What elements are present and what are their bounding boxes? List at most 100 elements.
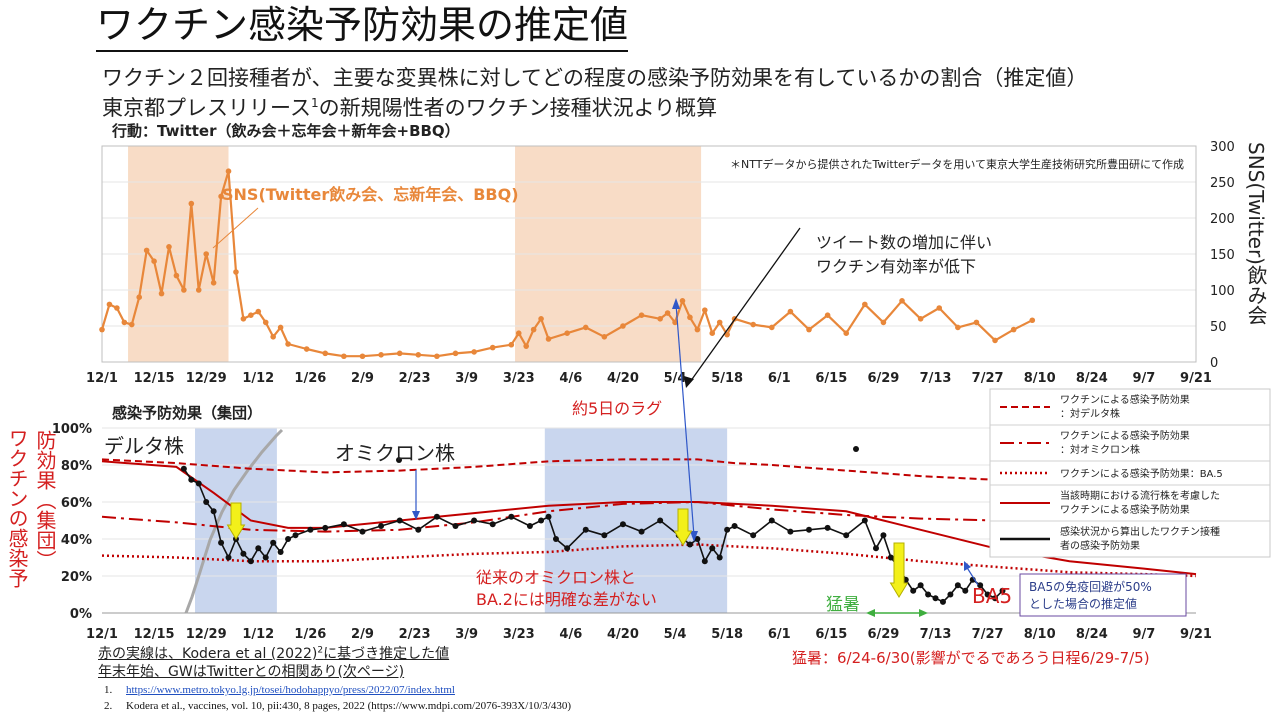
twitter-data-point	[694, 326, 701, 333]
observed-data-point	[601, 532, 608, 539]
twitter-x-tick-label: 1/26	[294, 371, 326, 386]
twitter-data-point	[992, 337, 998, 344]
twitter-data-point	[270, 334, 276, 340]
observed-data-point	[872, 545, 879, 552]
ref2-text: Kodera et al., vaccines, vol. 10, pii:43…	[126, 700, 572, 712]
vaccine-x-tick-label: 4/6	[559, 627, 582, 642]
twitter-data-point	[303, 346, 310, 352]
twitter-x-tick-label: 2/9	[351, 371, 374, 386]
ba5-pointer-line	[965, 565, 979, 586]
twitter-data-point	[128, 321, 135, 328]
twitter-data-point	[248, 312, 254, 319]
grey-trend-curve	[184, 428, 284, 614]
observed-data-point	[292, 532, 299, 539]
twitter-data-point	[620, 323, 626, 329]
twitter-x-tick-label: 6/15	[815, 371, 847, 386]
observed-data-point	[962, 587, 969, 594]
twitter-data-point	[489, 344, 496, 351]
observed-data-point	[452, 523, 459, 530]
twitter-data-point	[415, 352, 422, 358]
twitter-data-point	[106, 301, 113, 308]
lag-label: 約5日のラグ	[572, 399, 662, 418]
twitter-x-tick-label: 12/1	[86, 371, 118, 386]
reference-1: 1. https://www.metro.tokyo.lg.jp/tosei/h…	[104, 684, 455, 696]
observed-data-point	[954, 582, 961, 589]
twitter-data-point	[843, 330, 850, 337]
twitter-data-point	[672, 319, 678, 326]
observed-data-point	[806, 526, 813, 533]
observed-outlier-point	[853, 446, 859, 452]
vaccine-x-tick-label: 6/29	[867, 627, 899, 642]
no-difference-label-line1: 従来のオミクロン株と	[476, 568, 636, 587]
twitter-x-tick-label: 9/21	[1180, 371, 1212, 386]
twitter-data-point	[262, 319, 269, 326]
twitter-x-tick-label: 2/23	[399, 371, 431, 386]
ba5-label: BA5	[972, 584, 1012, 608]
footnote-marker-1: 1	[310, 96, 319, 110]
twitter-data-point	[240, 316, 247, 322]
legend-label: 当該時期における流行株を考慮した	[1060, 489, 1220, 502]
observed-data-point	[270, 539, 277, 546]
observed-data-point	[939, 598, 946, 605]
subtitle2-rest: の新規陽性者のワクチン接種状況より概算	[318, 96, 718, 120]
lag-arrow-head-bottom	[690, 531, 698, 542]
twitter-data-point	[601, 334, 608, 340]
twitter-data-point	[99, 326, 105, 333]
trend-note-line1: ツイート数の増加に伴い	[816, 233, 992, 252]
twitter-data-point	[378, 352, 384, 358]
vaccine-y-tick-label: 60%	[61, 496, 92, 511]
observed-data-point	[255, 545, 262, 552]
vaccine-y-tick-label: 80%	[61, 459, 92, 474]
yellow-down-arrow-delta	[226, 502, 246, 540]
vaccine-y-axis-title-line2: 防効果（集団）	[33, 430, 57, 570]
twitter-data-point	[709, 330, 716, 337]
lag-arrow-head-top	[672, 298, 680, 309]
legend-label: ワクチンによる感染予防効果	[1060, 503, 1190, 516]
observed-data-point	[947, 591, 954, 598]
twitter-x-tick-label: 7/27	[972, 371, 1004, 386]
ref1-link[interactable]: https://www.metro.tokyo.lg.jp/tosei/hodo…	[126, 684, 455, 696]
heat-wave-label: 猛暑	[826, 595, 860, 615]
observed-data-point	[538, 517, 545, 524]
observed-data-point	[545, 513, 552, 520]
observed-data-point	[750, 532, 757, 539]
vaccine-x-tick-label: 1/12	[242, 627, 274, 642]
twitter-data-point	[880, 319, 887, 326]
legend-label: ワクチンによる感染予防効果：BA.5	[1060, 467, 1223, 480]
note1-a: 赤の実線は、Kodera et al (2022)	[98, 646, 318, 662]
twitter-y-tick-label: 300	[1210, 140, 1235, 155]
twitter-data-point	[582, 324, 589, 331]
twitter-y-tick-label: 100	[1210, 284, 1235, 299]
twitter-data-point	[687, 314, 693, 321]
twitter-data-point	[724, 331, 730, 338]
twitter-data-point	[664, 310, 671, 316]
red-line-note: 赤の実線は、Kodera et al (2022)2に基づき推定した値	[98, 643, 449, 663]
vaccine-panel-title: 感染予防効果（集団）	[112, 404, 263, 422]
observed-data-point	[638, 528, 645, 535]
observed-data-point	[925, 591, 932, 598]
twitter-data-point	[277, 324, 284, 331]
twitter-data-point	[396, 350, 403, 357]
observed-data-point	[247, 558, 254, 565]
ba5-estimate-line2: とした場合の推定値	[1029, 596, 1137, 611]
twitter-data-point	[225, 168, 232, 174]
twitter-data-point	[716, 319, 723, 326]
note1-b: に基づき推定した値	[323, 646, 450, 662]
observed-data-point	[195, 480, 202, 487]
observed-data-point	[415, 526, 422, 533]
twitter-data-point	[188, 200, 195, 207]
twitter-data-point	[359, 353, 366, 360]
twitter-data-point	[1029, 317, 1036, 324]
observed-data-point	[552, 536, 559, 542]
vaccine-y-tick-label: 20%	[61, 570, 92, 585]
vaccine-x-tick-label: 6/15	[815, 627, 847, 642]
twitter-data-point	[434, 353, 440, 360]
observed-data-point	[880, 532, 887, 539]
twitter-data-point	[210, 280, 217, 286]
twitter-data-point	[158, 290, 165, 297]
delta-strain-label: デルタ株	[104, 434, 184, 458]
yellow-down-arrow-heat	[889, 542, 909, 598]
subtitle2-main: 東京都プレスリリース	[102, 96, 311, 120]
twitter-data-point	[515, 330, 522, 337]
